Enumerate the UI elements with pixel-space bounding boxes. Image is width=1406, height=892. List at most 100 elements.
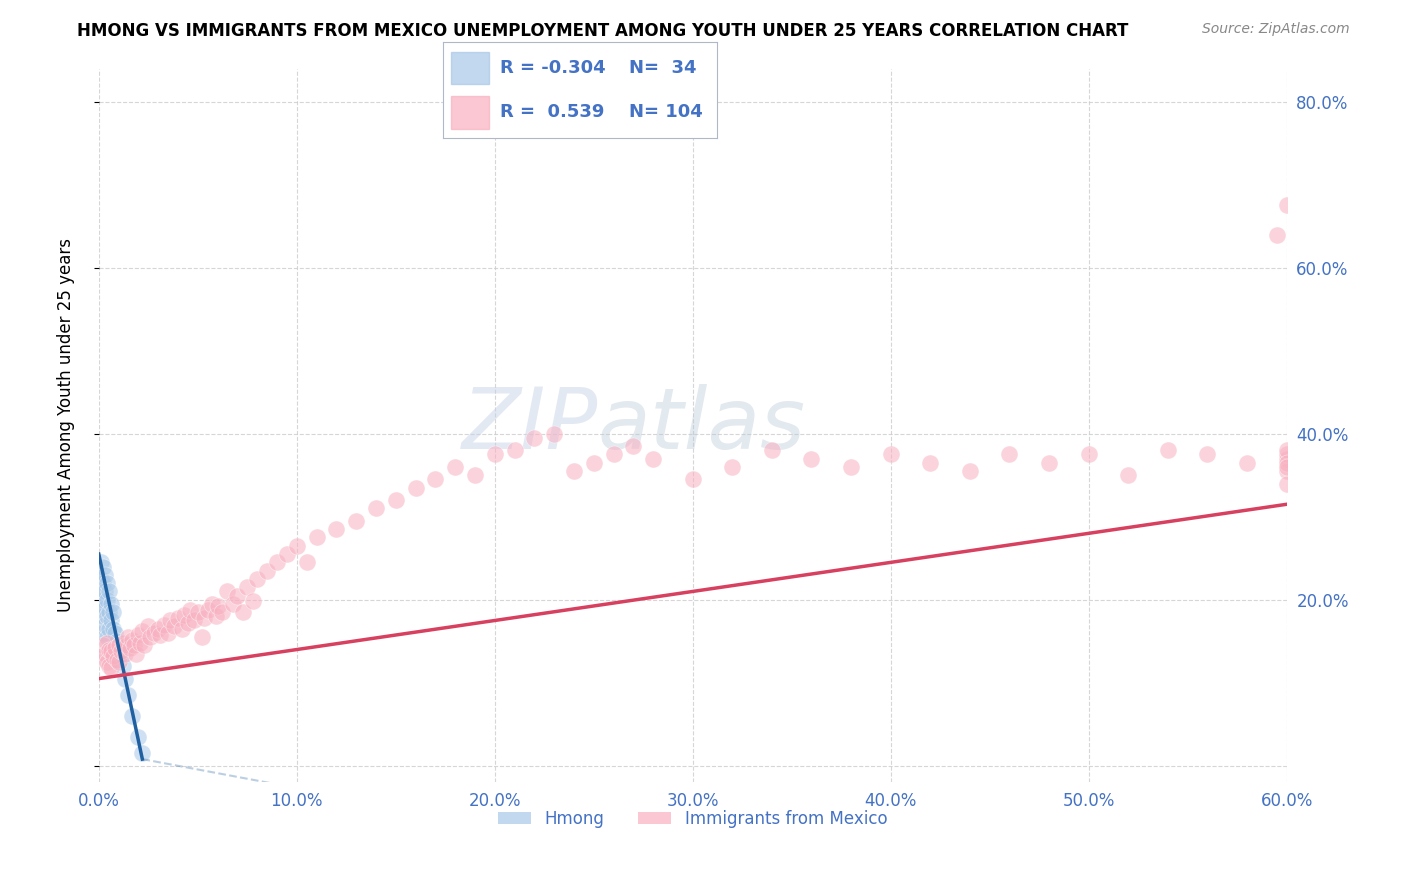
Point: [425, 472, 447, 486]
Point: [879, 448, 901, 462]
Point: [384, 493, 406, 508]
Point: [1275, 464, 1298, 478]
Point: [90, 555, 112, 569]
Point: [104, 640, 127, 655]
Point: [839, 459, 862, 474]
Point: [721, 459, 744, 474]
Point: [101, 649, 124, 664]
Y-axis label: Unemployment Among Youth under 25 years: Unemployment Among Youth under 25 years: [58, 238, 75, 613]
Point: [276, 547, 298, 561]
Point: [920, 456, 942, 470]
Point: [1197, 448, 1219, 462]
Text: Source: ZipAtlas.com: Source: ZipAtlas.com: [1202, 22, 1350, 37]
Point: [100, 661, 122, 675]
Point: [105, 652, 128, 666]
Point: [90, 572, 112, 586]
Point: [1265, 227, 1288, 242]
Point: [136, 619, 159, 633]
Point: [190, 630, 212, 644]
Point: [100, 644, 122, 658]
Point: [96, 636, 118, 650]
Point: [170, 622, 193, 636]
Point: [134, 639, 156, 653]
Point: [107, 639, 129, 653]
Point: [97, 584, 120, 599]
Point: [90, 650, 112, 665]
Point: [97, 642, 120, 657]
Point: [124, 639, 146, 653]
Point: [305, 531, 328, 545]
Point: [543, 426, 565, 441]
Point: [503, 443, 526, 458]
Point: [177, 615, 200, 630]
Point: [91, 626, 114, 640]
Point: [173, 607, 195, 622]
Point: [91, 559, 114, 574]
Point: [120, 640, 142, 655]
Text: atlas: atlas: [598, 384, 806, 467]
Point: [93, 601, 115, 615]
Point: [131, 624, 153, 639]
Point: [96, 576, 118, 591]
Point: [127, 627, 149, 641]
Point: [344, 514, 367, 528]
Point: [582, 456, 605, 470]
Point: [959, 464, 981, 478]
Text: ZIP: ZIP: [461, 384, 598, 467]
Point: [127, 730, 149, 744]
Point: [96, 655, 118, 669]
Point: [107, 639, 129, 653]
Point: [159, 614, 181, 628]
Point: [115, 639, 138, 653]
Legend: Hmong, Immigrants from Mexico: Hmong, Immigrants from Mexico: [492, 804, 894, 835]
Point: [1038, 456, 1060, 470]
Point: [405, 481, 427, 495]
Point: [148, 622, 170, 636]
Point: [444, 459, 467, 474]
Point: [104, 626, 127, 640]
Point: [91, 592, 114, 607]
Point: [93, 567, 115, 582]
Point: [325, 522, 347, 536]
Point: [1275, 443, 1298, 458]
Point: [167, 611, 190, 625]
Point: [242, 594, 264, 608]
Point: [1157, 443, 1180, 458]
Point: [97, 622, 120, 636]
Text: N=  34: N= 34: [630, 59, 697, 77]
Point: [364, 501, 387, 516]
Point: [800, 451, 823, 466]
Point: [97, 659, 120, 673]
Point: [621, 439, 644, 453]
Point: [217, 584, 239, 599]
Point: [562, 464, 585, 478]
Point: [121, 709, 143, 723]
Point: [1275, 456, 1298, 470]
Point: [193, 611, 215, 625]
Point: [163, 619, 186, 633]
Text: N= 104: N= 104: [630, 103, 703, 121]
Point: [187, 605, 209, 619]
Point: [523, 431, 546, 445]
Point: [1236, 456, 1258, 470]
Text: R = -0.304: R = -0.304: [501, 59, 606, 77]
Point: [232, 605, 254, 619]
Point: [204, 609, 226, 624]
Text: HMONG VS IMMIGRANTS FROM MEXICO UNEMPLOYMENT AMONG YOUTH UNDER 25 YEARS CORRELAT: HMONG VS IMMIGRANTS FROM MEXICO UNEMPLOY…: [77, 22, 1129, 40]
Point: [153, 617, 176, 632]
Point: [111, 636, 134, 650]
Point: [998, 448, 1021, 462]
Point: [602, 448, 624, 462]
Bar: [451, 52, 489, 85]
Point: [100, 614, 122, 628]
Point: [93, 647, 115, 661]
Point: [91, 609, 114, 624]
Point: [183, 614, 205, 628]
Point: [100, 597, 122, 611]
Point: [93, 617, 115, 632]
Point: [117, 630, 139, 644]
Point: [236, 580, 259, 594]
Point: [111, 659, 134, 673]
Point: [1275, 476, 1298, 491]
Point: [96, 630, 118, 644]
